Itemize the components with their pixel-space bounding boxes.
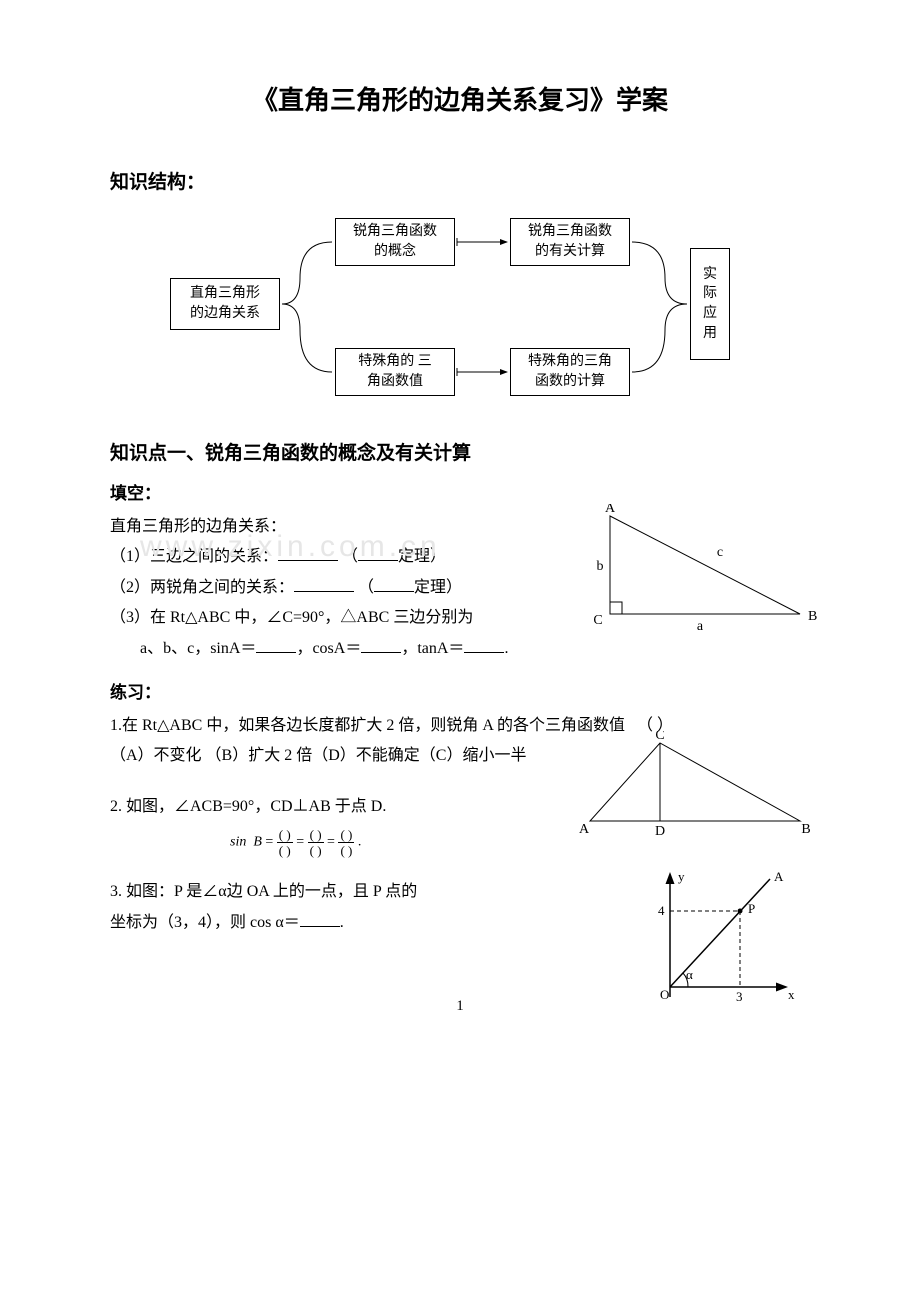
svg-text:B: B — [801, 822, 810, 837]
frac-1: ( )( ) — [277, 828, 293, 857]
svg-text:B: B — [808, 609, 817, 624]
svg-text:α: α — [686, 967, 693, 982]
frac-2: ( )( ) — [308, 828, 324, 857]
fill-1a: （1）三边之间的关系： — [110, 548, 278, 565]
fill-2b: （ — [358, 579, 374, 596]
fill-4b: ，cosA＝ — [296, 640, 361, 657]
fill-4c: ，tanA＝ — [401, 640, 464, 657]
fill-2a: （2）两锐角之间的关系： — [110, 579, 294, 596]
svg-text:A: A — [579, 822, 590, 837]
flow-box-bot2: 特殊角的三角函数的计算 — [510, 348, 630, 396]
svg-text:C: C — [593, 613, 602, 628]
svg-text:A: A — [605, 504, 616, 516]
formula-prefix: sin B — [230, 835, 262, 850]
fill-2c: 定理） — [414, 579, 462, 596]
heading-structure: 知识结构： — [110, 167, 810, 194]
fill-1b: （ — [342, 548, 358, 565]
flow-box-top2: 锐角三角函数的有关计算 — [510, 218, 630, 266]
page-title: 《直角三角形的边角关系复习》学案 — [110, 80, 810, 117]
p3c: . — [340, 914, 344, 931]
svg-text:y: y — [678, 869, 685, 884]
frac-3: ( )( ) — [338, 828, 354, 857]
svg-text:O: O — [660, 987, 669, 1002]
fill-line-4: a、b、c，sinA＝ ，cosA＝ ，tanA＝. — [110, 634, 810, 664]
p3b: 坐标为（3，4），则 cos α＝ — [110, 914, 300, 931]
flow-box-top1: 锐角三角函数的概念 — [335, 218, 455, 266]
svg-text:A: A — [774, 869, 784, 884]
blank — [464, 636, 504, 653]
fill-1c: 定理） — [398, 548, 446, 565]
triangle-acd-figure: C A B D — [570, 731, 820, 841]
heading-fill: 填空： — [110, 479, 810, 504]
svg-text:4: 4 — [658, 903, 665, 918]
coordinate-graph-figure: O x y A P α 4 3 — [630, 867, 800, 1017]
blank — [358, 544, 398, 561]
heading-kp1: 知识点一、锐角三角函数的概念及有关计算 — [110, 438, 810, 465]
svg-text:P: P — [748, 901, 755, 916]
svg-text:3: 3 — [736, 989, 743, 1004]
svg-text:C: C — [655, 731, 664, 743]
svg-text:x: x — [788, 987, 795, 1002]
svg-text:c: c — [717, 545, 723, 560]
flow-box-bot1: 特殊角的 三角函数值 — [335, 348, 455, 396]
blank — [294, 575, 354, 592]
fill-4a: a、b、c，sinA＝ — [140, 640, 256, 657]
blank — [300, 910, 340, 927]
svg-text:b: b — [597, 559, 604, 574]
heading-practice: 练习： — [110, 678, 810, 703]
flowchart: 直角三角形的边角关系 锐角三角函数的概念 锐角三角函数的有关计算 特殊角的 三角… — [110, 208, 810, 408]
blank — [278, 544, 338, 561]
fill-4d: . — [504, 640, 508, 657]
flow-box-right: 实际应用 — [690, 248, 730, 360]
svg-text:D: D — [655, 824, 665, 839]
svg-text:a: a — [697, 619, 704, 634]
flow-box-root: 直角三角形的边角关系 — [170, 278, 280, 330]
blank — [256, 636, 296, 653]
blank — [374, 575, 414, 592]
p1-stem: 1.在 Rt△ABC 中，如果各边长度都扩大 2 倍，则锐角 A 的各个三角函数… — [110, 717, 625, 734]
triangle-abc-figure: A B C a b c — [570, 504, 820, 634]
blank — [361, 636, 401, 653]
